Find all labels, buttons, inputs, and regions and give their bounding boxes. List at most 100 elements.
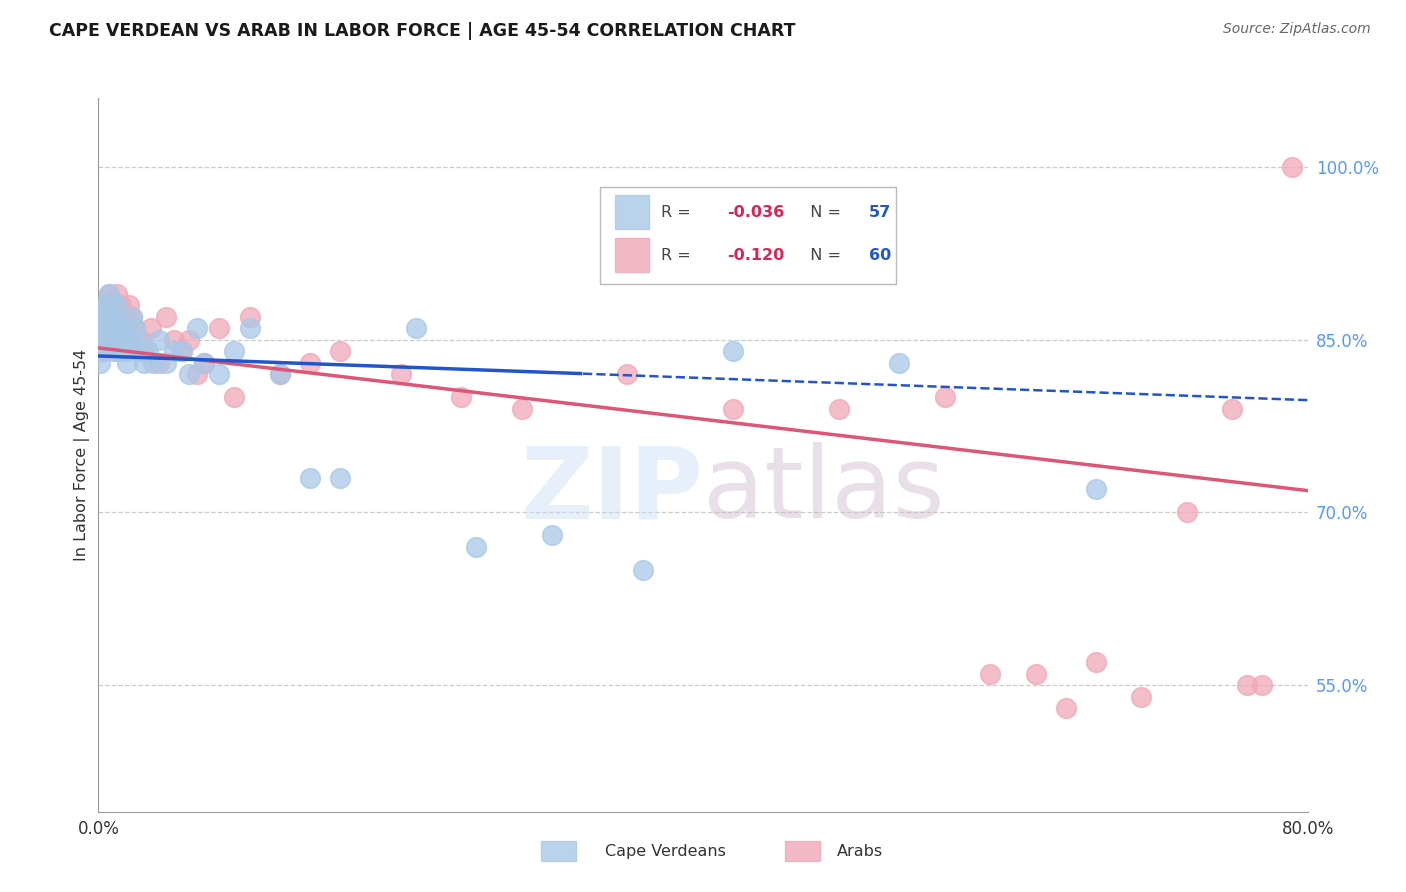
Point [148,356,170,370]
Point [1175,506,1198,520]
Point [1085,655,1108,669]
Point [124,321,146,335]
Point [269,368,291,382]
Point [208,368,231,382]
Point [101,333,124,347]
Point [723,401,745,416]
Point [889,356,911,370]
Point [465,540,488,554]
Point [93,310,115,324]
Point [94,333,117,347]
Point [121,310,143,324]
Point [98,298,121,312]
Point [107,310,129,324]
Point [510,401,533,416]
Point [89,344,111,359]
Point [155,356,177,370]
Point [110,344,132,359]
Point [100,298,122,312]
Point [132,356,155,370]
Point [96,321,118,335]
Point [299,356,322,370]
Text: N =: N = [800,205,846,219]
Point [107,321,129,335]
Point [179,368,201,382]
Point [389,368,412,382]
Point [91,321,114,335]
Point [104,298,127,312]
Point [1236,678,1258,692]
Point [631,563,654,577]
Point [96,310,118,324]
Point [405,321,427,335]
Text: R =: R = [661,248,696,262]
Point [170,344,193,359]
Point [129,344,152,359]
Point [101,333,124,347]
Point [127,344,149,359]
Text: N =: N = [800,248,846,262]
Point [1085,483,1108,497]
Point [129,333,152,347]
Point [1054,701,1077,715]
Point [934,390,956,404]
Point [127,333,149,347]
Point [90,344,112,359]
Text: Source: ZipAtlas.com: Source: ZipAtlas.com [1223,22,1371,37]
Point [239,321,262,335]
Point [98,286,121,301]
Point [1130,690,1153,704]
Point [112,333,135,347]
Point [98,286,121,301]
Point [111,321,134,335]
Text: -0.120: -0.120 [727,248,785,262]
Point [224,390,246,404]
Point [91,333,114,347]
FancyBboxPatch shape [600,187,897,284]
Point [94,310,117,324]
Point [193,356,215,370]
Point [115,356,138,370]
Text: Arabs: Arabs [837,845,883,859]
Point [110,298,132,312]
Point [103,310,125,324]
Point [96,321,118,335]
Text: ZIP: ZIP [520,442,703,539]
Text: R =: R = [661,205,696,219]
Point [141,321,163,335]
Text: 60: 60 [869,248,891,262]
Point [121,310,143,324]
Point [208,321,231,335]
Point [155,310,177,324]
Point [90,333,112,347]
Point [98,310,121,324]
Point [91,344,114,359]
Y-axis label: In Labor Force | Age 45-54: In Labor Force | Age 45-54 [75,349,90,561]
Point [93,321,115,335]
Point [828,401,851,416]
Point [540,528,562,542]
Point [100,310,122,324]
Point [450,390,472,404]
Text: -0.036: -0.036 [727,205,785,219]
Point [1281,160,1303,174]
Point [91,310,114,324]
Text: 57: 57 [869,205,891,219]
Point [163,344,186,359]
Point [142,356,165,370]
Point [100,321,122,335]
Point [93,298,115,312]
Point [89,356,111,370]
Point [108,321,131,335]
Point [1220,401,1243,416]
Point [186,368,208,382]
Point [269,368,291,382]
Point [299,471,322,485]
Point [101,310,124,324]
Bar [614,195,648,229]
Point [136,344,159,359]
Bar [614,238,648,272]
Text: Cape Verdeans: Cape Verdeans [605,845,725,859]
Point [1251,678,1274,692]
Point [103,344,125,359]
